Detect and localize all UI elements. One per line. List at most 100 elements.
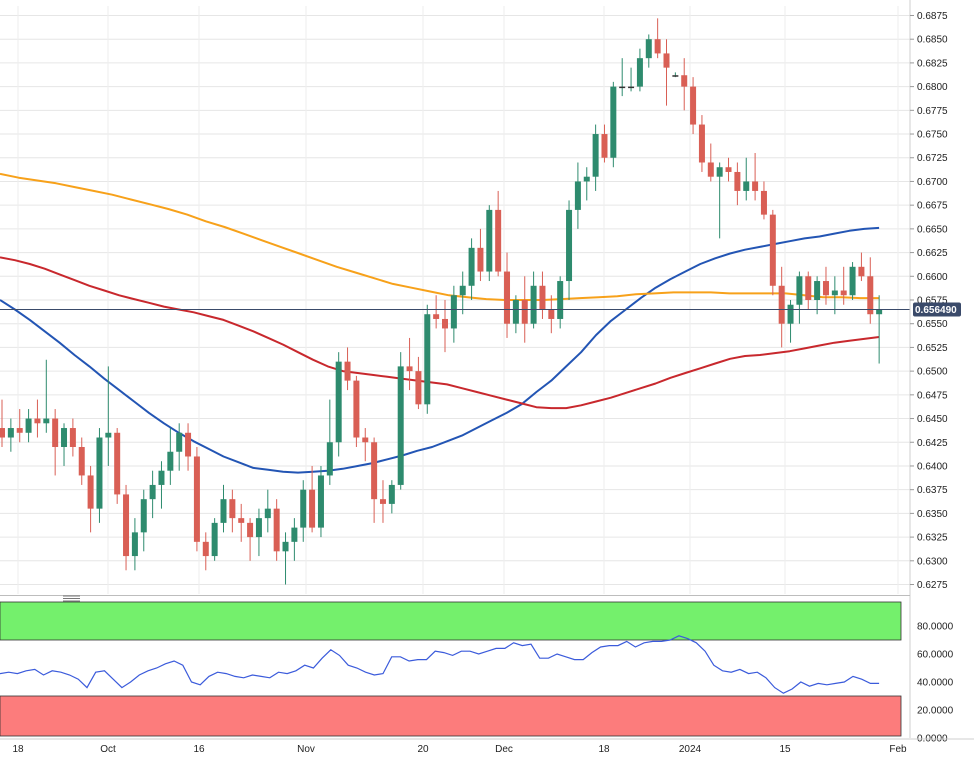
- candle-body: [87, 475, 94, 509]
- ma-line-0: [0, 226, 880, 474]
- price-axis-tick-14: 0.6525: [917, 343, 948, 354]
- pane-divider[interactable]: [0, 595, 910, 602]
- time-axis-tick-9: Feb: [889, 744, 907, 755]
- candle: [114, 428, 121, 504]
- candle-body: [769, 214, 776, 286]
- oscillator-axis-tick-1: 60.0000: [917, 650, 954, 661]
- candle: [663, 39, 670, 106]
- candle: [548, 295, 555, 334]
- ma-line-2: [0, 256, 880, 410]
- candle: [628, 67, 635, 92]
- candle: [397, 352, 404, 490]
- candle-body: [725, 167, 732, 172]
- candle: [681, 58, 688, 111]
- time-axis-tick-0: 18: [12, 744, 24, 755]
- price-axis-tick-10: 0.6625: [917, 248, 948, 259]
- candle: [317, 465, 324, 538]
- candle-body: [645, 39, 652, 59]
- candle-body: [512, 300, 519, 324]
- candle: [566, 200, 573, 300]
- candle-body: [264, 508, 271, 519]
- candle: [0, 399, 5, 447]
- candle-body: [300, 489, 307, 528]
- price-axis-tick-15: 0.6500: [917, 367, 948, 378]
- price-axis-tick-11: 0.6600: [917, 272, 948, 283]
- price-axis-tick-7: 0.6700: [917, 177, 948, 188]
- candle-body: [149, 484, 156, 500]
- candle: [406, 337, 413, 391]
- candle-body: [548, 309, 555, 319]
- candle: [193, 447, 200, 552]
- candle: [379, 480, 386, 523]
- candle: [495, 190, 502, 277]
- candle-body: [309, 489, 316, 528]
- candle-body: [176, 432, 183, 452]
- candle: [247, 518, 254, 561]
- candle-body: [654, 39, 661, 54]
- candle: [796, 271, 803, 324]
- last-price-value: 0.656490: [915, 305, 957, 316]
- price-axis-tick-6: 0.6725: [917, 153, 948, 164]
- candle: [698, 115, 705, 172]
- time-axis-tick-3: Nov: [297, 744, 315, 755]
- candle-body: [468, 247, 475, 286]
- candle: [778, 266, 785, 348]
- candle-body: [105, 432, 112, 438]
- candle-body: [636, 58, 643, 87]
- candle-body: [592, 134, 599, 177]
- candle: [849, 262, 856, 300]
- candle-body: [7, 428, 14, 438]
- candle: [202, 532, 209, 571]
- candle: [229, 489, 236, 533]
- candle-body: [840, 290, 847, 296]
- candle-body: [34, 418, 41, 424]
- candle-body: [123, 494, 130, 557]
- candle-body: [61, 428, 68, 447]
- candle-body: [743, 181, 750, 191]
- candle-body: [716, 167, 723, 177]
- time-axis: 18 Oct 16 Nov 20 Dec 18 2024 15 Feb: [0, 738, 974, 755]
- candle-body: [690, 86, 697, 125]
- candle-body: [486, 209, 493, 272]
- candle: [858, 252, 865, 282]
- price-axis-tick-18: 0.6425: [917, 438, 948, 449]
- candle: [96, 428, 103, 523]
- price-axis-tick-8: 0.6675: [917, 201, 948, 212]
- ma-line-1: [0, 172, 880, 301]
- candle-body: [876, 309, 883, 315]
- time-axis-tick-7: 2024: [679, 744, 702, 755]
- oscillator-panel: [0, 601, 902, 737]
- candle-body: [415, 371, 422, 405]
- candle: [619, 58, 626, 97]
- candle-body: [459, 285, 466, 296]
- candle-body: [202, 541, 209, 557]
- candle: [167, 428, 174, 485]
- candle-body: [335, 361, 342, 443]
- candle: [654, 18, 661, 59]
- candle-body: [681, 75, 688, 87]
- candle-body: [220, 499, 227, 523]
- candle: [433, 295, 440, 329]
- candle: [672, 72, 679, 78]
- candle: [787, 300, 794, 343]
- candle: [353, 375, 360, 447]
- time-axis-tick-5: Dec: [495, 744, 513, 755]
- candle: [831, 276, 838, 315]
- time-axis-tick-6: 18: [598, 744, 610, 755]
- candle: [574, 162, 581, 229]
- candle-body: [388, 484, 395, 504]
- candle: [610, 81, 617, 168]
- candle: [725, 157, 732, 182]
- candle-body: [362, 437, 369, 443]
- candle: [34, 399, 41, 438]
- candlesticks: [0, 18, 883, 585]
- pane-resize-handle[interactable]: [63, 595, 80, 602]
- candle: [362, 428, 369, 462]
- candle: [822, 266, 829, 305]
- candle-body: [805, 276, 812, 300]
- candle: [592, 124, 599, 191]
- candle-body: [291, 527, 298, 542]
- oscillator-line: [0, 635, 880, 694]
- candle-body: [273, 508, 280, 552]
